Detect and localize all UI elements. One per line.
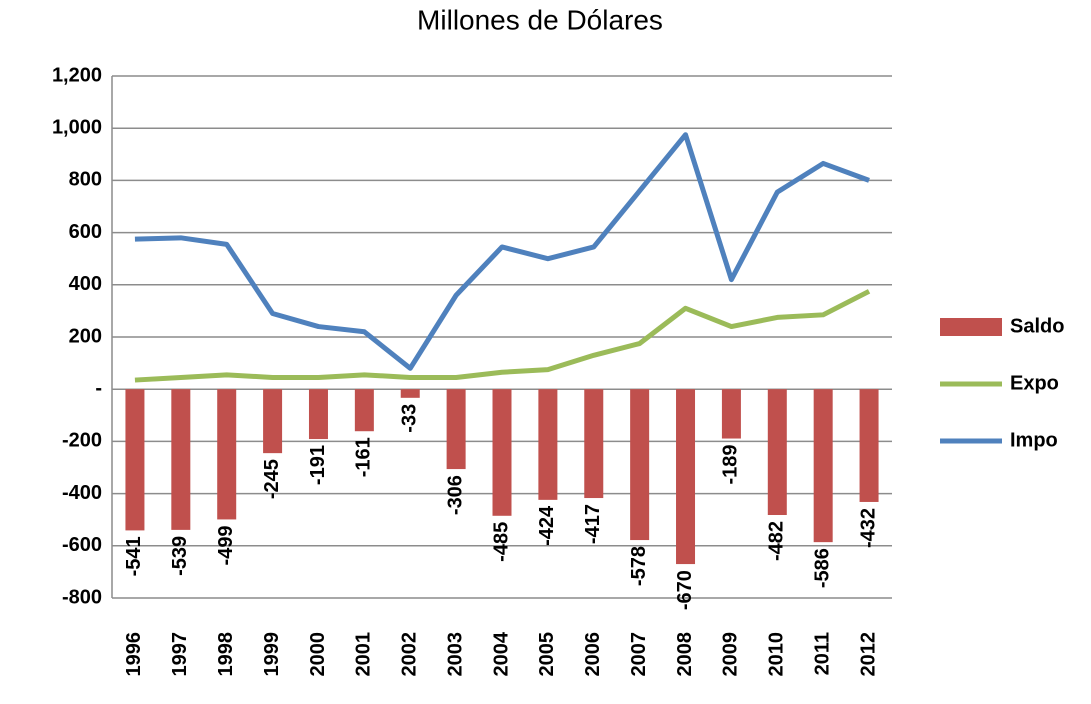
chart-title: Millones de Dólares xyxy=(417,4,663,35)
bar xyxy=(584,389,604,499)
x-tick-label: 2008 xyxy=(674,632,696,677)
bar xyxy=(859,389,879,502)
bar xyxy=(492,389,512,516)
x-tick-label: 2009 xyxy=(720,632,742,677)
x-tick-label: 2004 xyxy=(490,631,512,676)
data-label: -424 xyxy=(536,505,558,546)
bar xyxy=(630,389,650,541)
data-label: -245 xyxy=(261,459,283,499)
x-tick-label: 1998 xyxy=(215,632,237,677)
x-tick-label: 2007 xyxy=(628,632,650,677)
data-label: -499 xyxy=(215,525,237,565)
y-tick-label: 1,000 xyxy=(52,116,102,138)
x-tick-label: 1996 xyxy=(123,632,145,677)
bar xyxy=(721,389,741,439)
data-label: -586 xyxy=(811,548,833,588)
bar xyxy=(538,389,558,500)
data-label: -539 xyxy=(169,536,191,576)
x-tick-label: 2001 xyxy=(353,632,375,677)
legend-swatch xyxy=(940,318,1002,336)
line xyxy=(134,289,871,383)
y-tick-label: -400 xyxy=(62,482,102,504)
x-tick-label: 1997 xyxy=(169,632,191,677)
legend-label: Expo xyxy=(1010,372,1059,394)
data-label: -189 xyxy=(720,445,742,485)
y-tick-label: 1,200 xyxy=(52,64,102,86)
y-tick-label: 400 xyxy=(69,273,102,295)
bar xyxy=(171,389,191,530)
data-label: -482 xyxy=(766,521,788,561)
bar xyxy=(308,389,328,440)
bar xyxy=(767,389,787,516)
bar xyxy=(217,389,237,520)
data-label: -191 xyxy=(307,445,329,485)
data-label: -306 xyxy=(444,475,466,515)
data-label: -33 xyxy=(399,404,421,433)
y-tick-label: - xyxy=(95,377,102,399)
data-label: -432 xyxy=(857,508,879,548)
y-tick-label: -200 xyxy=(62,430,102,452)
y-tick-label: -600 xyxy=(62,534,102,556)
data-label: -161 xyxy=(353,437,375,477)
line xyxy=(134,132,870,371)
data-label: -670 xyxy=(674,570,696,610)
legend-label: Saldo xyxy=(1010,315,1064,337)
y-tick-label: 600 xyxy=(69,221,102,243)
x-tick-label: 2002 xyxy=(399,632,421,677)
data-label: -485 xyxy=(490,522,512,562)
bar xyxy=(354,389,374,432)
bar xyxy=(676,389,696,565)
x-tick-label: 2010 xyxy=(766,632,788,677)
bar xyxy=(125,389,145,531)
y-tick-label: 800 xyxy=(69,169,102,191)
data-label: -578 xyxy=(628,546,650,586)
x-tick-label: 2003 xyxy=(444,632,466,677)
legend-label: Impo xyxy=(1010,429,1058,451)
bar xyxy=(446,389,466,470)
bar xyxy=(263,389,283,454)
x-tick-label: 1999 xyxy=(261,632,283,677)
x-tick-label: 2000 xyxy=(307,632,329,677)
data-label: -541 xyxy=(123,536,145,576)
x-tick-label: 2006 xyxy=(582,632,604,677)
x-tick-label: 2012 xyxy=(857,632,879,677)
y-tick-label: -800 xyxy=(62,586,102,608)
x-tick-label: 2005 xyxy=(536,632,558,677)
data-label: -417 xyxy=(582,504,604,544)
bar xyxy=(400,389,420,398)
x-tick-label: 2011 xyxy=(811,632,833,675)
bar xyxy=(813,389,833,543)
y-tick-label: 200 xyxy=(69,325,102,347)
